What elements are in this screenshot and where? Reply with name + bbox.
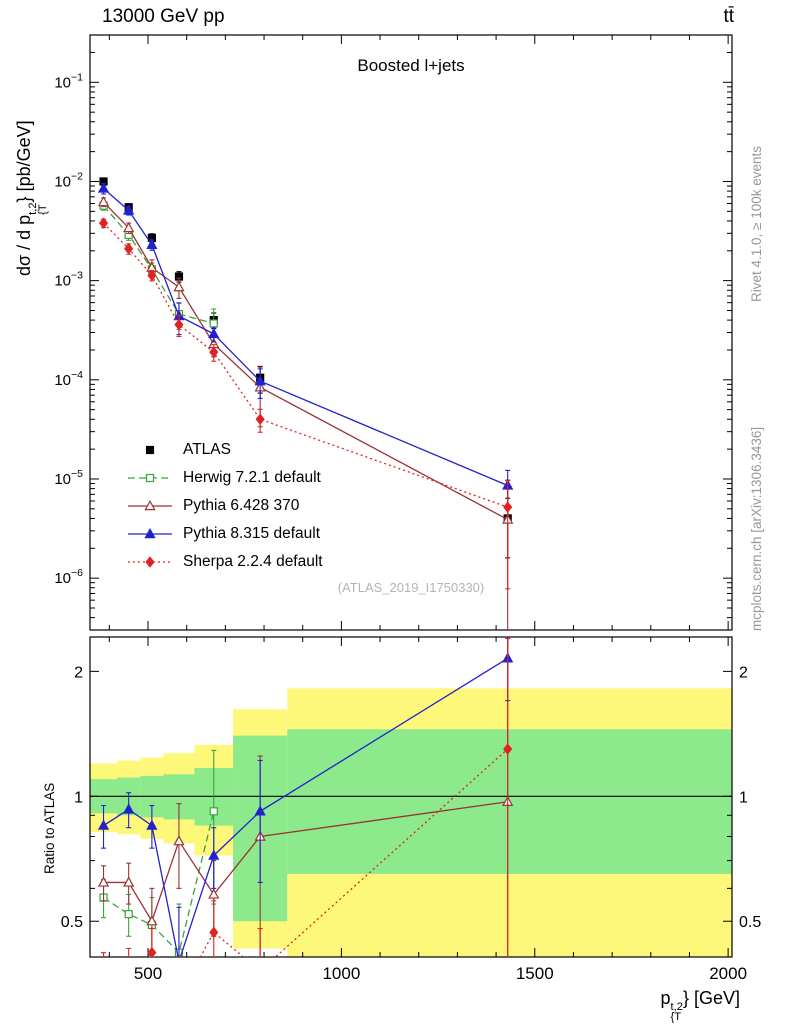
x-axis-label: p t,2 {T} [GeV] [540, 988, 740, 1023]
legend-sample-pythia6-icon [126, 497, 174, 515]
beam-energy-label: 13000 GeV pp [102, 6, 225, 27]
svg-text:0.5: 0.5 [61, 914, 83, 931]
legend-sample-pythia8-icon [126, 525, 174, 543]
plot-title: Boosted l+jets [357, 56, 465, 75]
legend-item: ATLAS [126, 436, 323, 464]
legend-sample-sherpa-icon [126, 553, 174, 571]
legend-label: Pythia 6.428 370 [183, 497, 300, 514]
process-label: tt̄ [723, 6, 734, 27]
svg-text:1: 1 [74, 789, 83, 806]
legend-sample-herwig-icon [126, 469, 174, 487]
analysis-id-watermark: (ATLAS_2019_I1750330) [337, 580, 485, 595]
legend-sample-atlas-icon [126, 441, 174, 459]
svg-text:2000: 2000 [709, 964, 747, 983]
svg-text:10−4: 10−4 [54, 369, 83, 389]
x-axis-label-subsup: t,2 {T [670, 1000, 683, 1023]
legend-item: Pythia 8.315 default [126, 520, 323, 548]
legend-item: Pythia 6.428 370 [126, 492, 323, 520]
svg-text:0.5: 0.5 [739, 914, 761, 931]
legend: ATLAS Herwig 7.2.1 default Pythia 6.428 … [126, 436, 323, 576]
mcplots-reference-note: mcplots.cern.ch [arXiv:1306.3436] [749, 426, 764, 631]
rivet-version-note: Rivet 4.1.0, ≥ 100k events [749, 146, 764, 302]
x-axis-label-sup: t,2 [670, 1000, 683, 1013]
y-axis-label-subsup: t,2 {T [27, 202, 49, 215]
y-axis-label-sub: {T [36, 204, 49, 215]
svg-text:10−6: 10−6 [54, 567, 83, 587]
legend-label: Pythia 8.315 default [183, 525, 321, 542]
x-axis-label-sub: {T [670, 1010, 682, 1023]
y-axis-label-main: dσ / d p t,2 {T} [pb/GeV] [14, 120, 49, 276]
svg-text:10−5: 10−5 [54, 468, 83, 488]
svg-text:1: 1 [739, 789, 748, 806]
legend-label: Herwig 7.2.1 default [183, 469, 321, 486]
svg-text:10−1: 10−1 [54, 71, 83, 91]
y-axis-label-main-text: dσ / d p [14, 214, 34, 276]
svg-text:1500: 1500 [516, 964, 554, 983]
x-axis-label-text: p [660, 988, 671, 1008]
legend-item: Sherpa 2.2.4 default [126, 548, 323, 576]
legend-label: Sherpa 2.2.4 default [183, 553, 323, 570]
y-axis-label-unit: } [pb/GeV] [14, 120, 34, 203]
x-axis-label-unit: } [GeV] [682, 988, 740, 1008]
y-axis-label-ratio: Ratio to ATLAS [42, 782, 57, 874]
legend-label: ATLAS [183, 441, 231, 458]
legend-item: Herwig 7.2.1 default [126, 464, 323, 492]
svg-text:10−2: 10−2 [54, 170, 83, 190]
svg-text:1000: 1000 [322, 964, 360, 983]
svg-text:10−3: 10−3 [54, 270, 83, 290]
svg-text:2: 2 [739, 664, 748, 681]
svg-text:2: 2 [74, 664, 83, 681]
svg-text:500: 500 [134, 964, 162, 983]
